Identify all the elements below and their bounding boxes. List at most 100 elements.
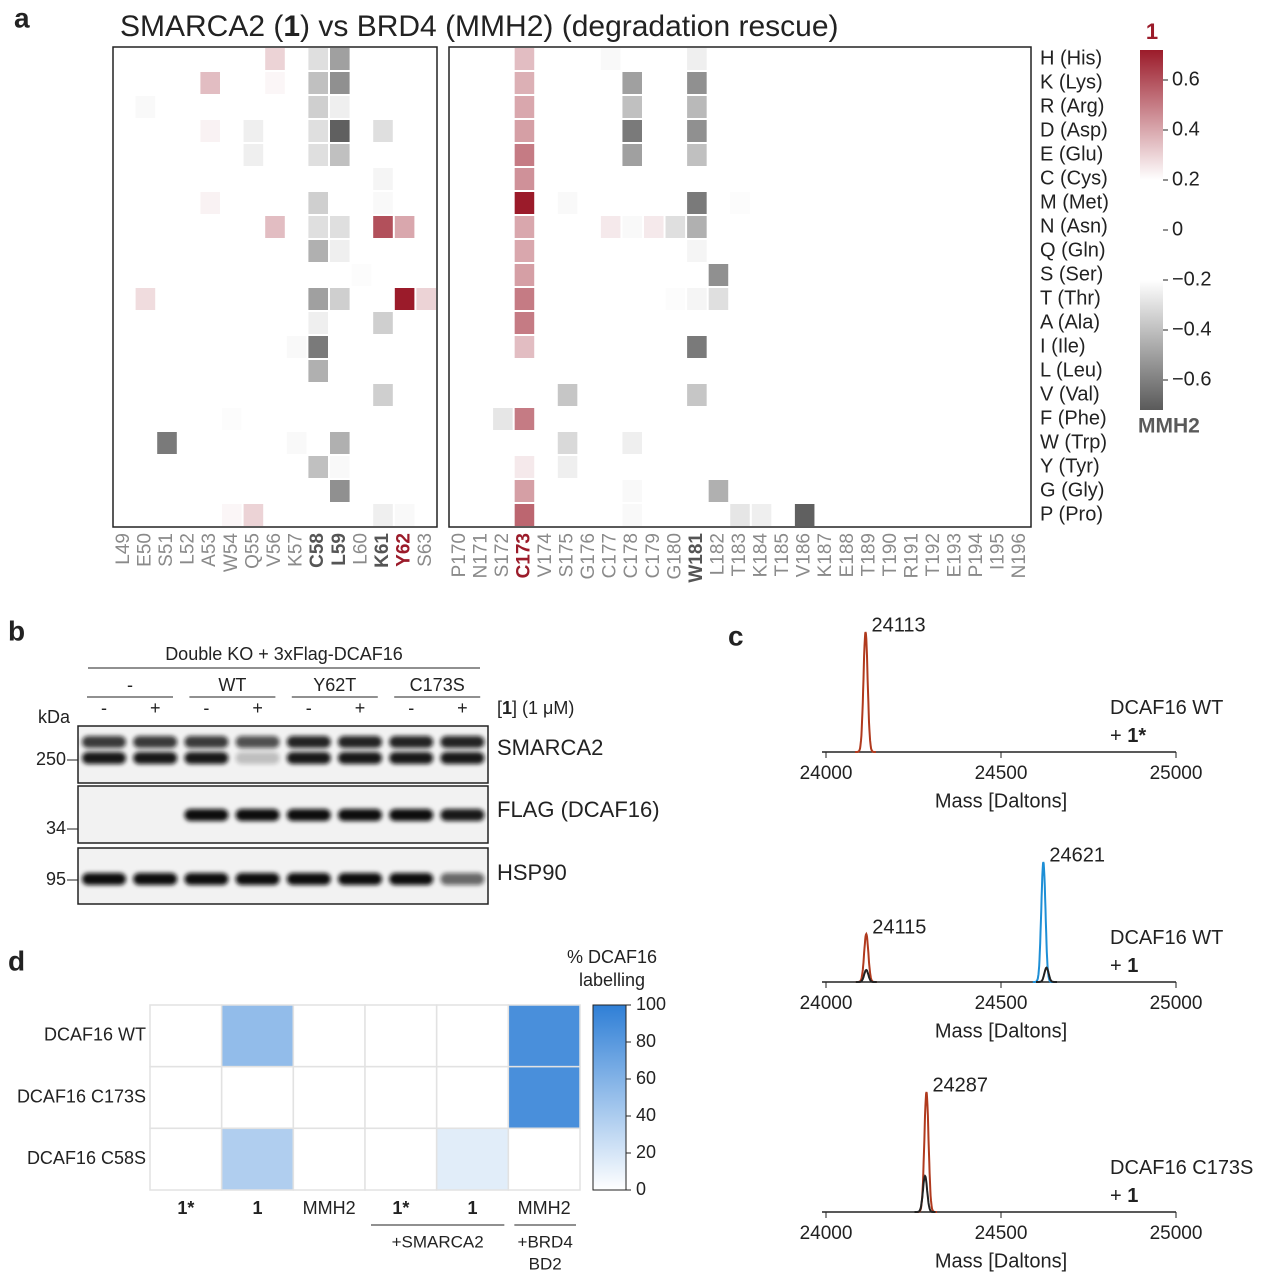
spectrum-peak: [855, 631, 876, 753]
heatmap-cell: [330, 240, 350, 262]
heatmap-cell: [373, 192, 393, 214]
blot-label: FLAG (DCAF16): [497, 797, 660, 822]
blot-band: [338, 736, 382, 748]
blot-band: [235, 873, 280, 885]
heatmap-cell: [330, 96, 350, 118]
heatmap-cell: [286, 336, 307, 358]
column-label: C179: [643, 533, 664, 578]
heatmap-cell: [286, 432, 307, 454]
blot-band: [286, 752, 331, 764]
x-tick-label: 24000: [800, 763, 853, 784]
heatmap-cell: [222, 408, 242, 430]
text-part: ] (1 μM): [512, 698, 574, 718]
heatmap-cell: [708, 288, 729, 310]
heatmap-cell: [708, 264, 729, 286]
heatmap-cell: [435, 1004, 510, 1068]
column-label: E188: [837, 533, 858, 577]
blot-band: [235, 809, 280, 821]
heatmap-cell: [308, 336, 328, 358]
heatmap-cell: [292, 1065, 366, 1130]
heatmap-cell: [364, 1065, 438, 1130]
panel-letter: c: [728, 620, 744, 651]
heatmap-cell: [514, 216, 535, 238]
colorbar-top-label: 1: [1146, 19, 1158, 44]
heatmap-cell: [308, 48, 328, 70]
heatmap-cell: [665, 288, 686, 310]
blot-band: [82, 752, 126, 764]
colorbar-tick-label: −0.4: [1172, 318, 1211, 340]
row-label: E (Glu): [1040, 143, 1103, 165]
text-part: 1: [502, 698, 512, 718]
treatment-title: [1] (1 μM): [497, 698, 574, 718]
panel-letter: d: [8, 945, 25, 976]
kda-label: kDa: [38, 707, 71, 727]
column-label: 1*: [392, 1198, 409, 1218]
column-label: E193: [945, 533, 966, 577]
heatmap-cell: [330, 480, 350, 502]
heatmap-cell: [514, 96, 535, 118]
text-part: SMARCA2 (: [120, 10, 283, 43]
colorbar-tick-label: −0.6: [1172, 368, 1211, 390]
blot-band: [286, 809, 331, 821]
legend-text: + 1: [1110, 1185, 1138, 1207]
legend-text: DCAF16 C173S: [1110, 1157, 1253, 1179]
blot-band: [389, 873, 434, 885]
heatmap-cell: [687, 288, 707, 310]
heatmap-cell: [514, 168, 535, 190]
group-label: +BRD4: [518, 1232, 573, 1251]
heatmap-cell: [308, 240, 328, 262]
heatmap-cell: [308, 72, 328, 94]
colorbar-tick-label: 0.6: [1172, 68, 1200, 90]
spectrum-peak: [855, 931, 877, 983]
blot-band: [440, 809, 485, 821]
row-label: DCAF16 C173S: [17, 1086, 146, 1106]
column-label: I195: [988, 533, 1009, 570]
row-label: P (Pro): [1040, 503, 1103, 525]
heatmap-cell: [557, 192, 578, 214]
heatmap-cell: [330, 288, 350, 310]
column-label: S63: [415, 533, 436, 567]
marker-label: 34: [46, 818, 66, 838]
column-label: G180: [664, 533, 685, 579]
heatmap-cell: [751, 504, 772, 526]
column-label: C178: [621, 533, 642, 578]
heatmap-cell: [493, 408, 513, 430]
heatmap-cell: [514, 288, 535, 310]
heatmap-cell: [708, 480, 729, 502]
blot-band: [133, 873, 178, 885]
heatmap-cell: [687, 384, 707, 406]
heatmap-cell: [507, 1127, 581, 1191]
heatmap-cell: [373, 168, 393, 190]
column-label: Y62: [394, 533, 415, 567]
heatmap-cell: [308, 144, 328, 166]
heatmap-cell: [622, 216, 642, 238]
column-label: E50: [134, 533, 155, 567]
row-label: W (Trp): [1040, 431, 1107, 453]
blot-band: [133, 752, 178, 764]
column-label: L52: [178, 533, 199, 565]
row-label: V (Val): [1040, 383, 1100, 405]
blot-band: [184, 736, 229, 748]
blot-header: Double KO + 3xFlag-DCAF16: [165, 644, 403, 664]
text-part: +: [1110, 1185, 1127, 1207]
blot-frame: [77, 785, 489, 844]
heatmap-cell: [730, 192, 750, 214]
column-label: 1: [252, 1198, 262, 1218]
x-axis-label: Mass [Daltons]: [935, 1020, 1067, 1042]
heatmap-cell: [514, 192, 535, 214]
column-label: R191: [901, 533, 922, 578]
column-label: T183: [729, 533, 750, 576]
x-axis-label: Mass [Daltons]: [935, 1250, 1067, 1272]
heatmap-cell: [308, 216, 328, 238]
spectrum-peak: [916, 1091, 937, 1213]
x-axis-label: Mass [Daltons]: [935, 790, 1067, 812]
heatmap-cell: [149, 1004, 223, 1068]
column-label: 1: [467, 1198, 477, 1218]
text-part: +: [1110, 955, 1127, 977]
blot-band: [440, 752, 485, 764]
heatmap-cell: [308, 192, 328, 214]
heatmap-cell: [220, 1065, 295, 1130]
heatmap-cell: [622, 144, 642, 166]
column-label: K61: [372, 533, 393, 568]
